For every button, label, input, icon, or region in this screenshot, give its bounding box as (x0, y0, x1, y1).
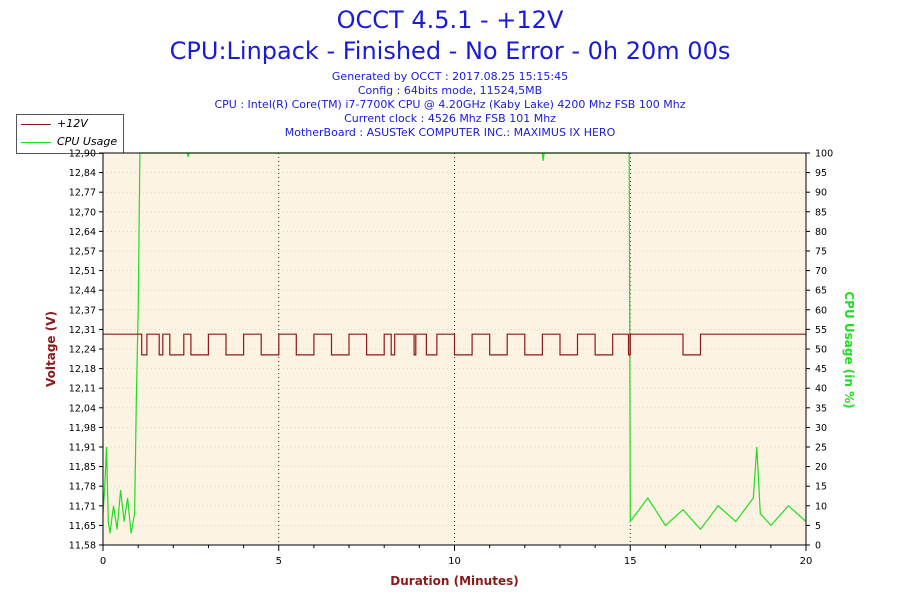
y-right-tick-label: 45 (815, 364, 827, 375)
y-left-tick-label: 12,84 (69, 168, 96, 179)
y-right-tick-label: 90 (815, 188, 827, 199)
y-right-tick-label: 15 (815, 482, 827, 493)
chart-title: OCCT 4.5.1 - +12V (336, 6, 564, 34)
info-config: Config : 64bits mode, 11524,5MB (357, 84, 543, 97)
y-left-tick-label: 12,77 (69, 188, 96, 199)
y-right-tick-label: 20 (815, 462, 827, 473)
legend-swatch-cpu (21, 142, 51, 143)
y-right-tick-label: 65 (815, 286, 827, 297)
y-right-tick-label: 55 (815, 325, 827, 336)
y-right-tick-label: 80 (815, 227, 827, 238)
y-right-tick-label: 75 (815, 247, 827, 258)
y-right-tick-label: 0 (815, 541, 821, 552)
y-axis-left-label: Voltage (V) (44, 311, 58, 387)
y-left-tick-label: 12,04 (69, 403, 96, 414)
legend-label-voltage: +12V (57, 117, 88, 130)
y-right-tick-label: 60 (815, 305, 827, 316)
y-left-tick-label: 12,70 (69, 207, 96, 218)
y-left-tick-label: 11,78 (69, 482, 96, 493)
y-left-tick-label: 12,37 (69, 305, 96, 316)
info-cpu: CPU : Intel(R) Core(TM) i7-7700K CPU @ 4… (214, 98, 686, 111)
y-left-tick-label: 11,91 (69, 443, 96, 454)
y-left-tick-label: 11,85 (69, 462, 96, 473)
y-left-tick-label: 12,24 (69, 345, 96, 356)
y-left-tick-label: 12,44 (69, 286, 96, 297)
chart-legend: +12V CPU Usage (16, 114, 124, 154)
y-right-tick-label: 25 (815, 443, 827, 454)
plot-frame (102, 152, 807, 546)
legend-item-voltage: +12V (17, 117, 123, 131)
y-left-tick-label: 11,65 (69, 521, 96, 532)
y-axis-right-label: CPU Usage (in %) (842, 291, 856, 408)
info-clock: Current clock : 4526 Mhz FSB 101 Mhz (344, 112, 556, 125)
legend-label-cpu: CPU Usage (57, 135, 118, 148)
x-tick-label: 10 (448, 556, 461, 567)
series-line-voltage (103, 333, 806, 356)
y-left-tick-label: 12,64 (69, 227, 96, 238)
legend-swatch-voltage (21, 124, 51, 125)
x-tick-label: 0 (100, 556, 106, 567)
y-right-tick-label: 5 (815, 521, 821, 532)
y-left-tick-label: 11,71 (69, 501, 96, 512)
y-right-tick-label: 95 (815, 168, 827, 179)
y-left-tick-label: 12,18 (69, 364, 96, 375)
legend-item-cpu: CPU Usage (17, 135, 123, 149)
y-left-tick-label: 12,11 (69, 384, 96, 395)
y-left-tick-label: 11,98 (69, 423, 96, 434)
y-right-tick-label: 40 (815, 384, 827, 395)
y-left-tick-label: 11,58 (69, 541, 96, 552)
y-left-tick-label: 12,57 (69, 247, 96, 258)
y-right-tick-label: 35 (815, 403, 827, 414)
y-left-tick-label: 12,31 (69, 325, 96, 336)
y-right-tick-label: 70 (815, 266, 827, 277)
chart-subtitle: CPU:Linpack - Finished - No Error - 0h 2… (169, 37, 731, 65)
y-right-tick-label: 30 (815, 423, 827, 434)
y-right-tick-label: 85 (815, 207, 827, 218)
x-tick-label: 15 (624, 556, 637, 567)
y-left-tick-label: 12,51 (69, 266, 96, 277)
y-right-tick-label: 10 (815, 501, 827, 512)
info-generated: Generated by OCCT : 2017.08.25 15:15:45 (331, 70, 569, 83)
x-tick-label: 20 (800, 556, 813, 567)
y-right-tick-label: 50 (815, 345, 827, 356)
info-motherboard: MotherBoard : ASUSTeK COMPUTER INC.: MAX… (284, 126, 616, 139)
x-axis-label: Duration (Minutes) (390, 574, 518, 588)
y-left-tick-label: 12,90 (69, 149, 96, 160)
axes: 11,58 0 11,65 5 11,71 10 11,78 15 11,85 20 11,91 25… (69, 149, 833, 568)
x-tick-label: 5 (276, 556, 282, 567)
y-right-tick-label: 100 (815, 149, 833, 160)
